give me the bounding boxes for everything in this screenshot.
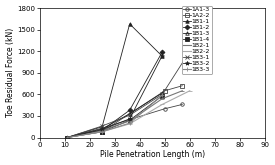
Line: 1B2-2: 1B2-2 — [65, 89, 192, 140]
1B2-1 — [65, 136, 69, 138]
Line: 1B1-1: 1B1-1 — [65, 22, 164, 139]
1B3-3 — [100, 131, 104, 133]
Line: 1B1-3: 1B1-3 — [65, 91, 164, 139]
1A2-2 — [100, 131, 104, 133]
1B3-3 — [128, 122, 131, 124]
1B3-1 — [128, 114, 131, 116]
1B1-4 — [65, 136, 69, 138]
1B1-1 — [128, 23, 131, 25]
Line: 1B2-1: 1B2-1 — [65, 89, 184, 140]
Line: 1A2-2: 1A2-2 — [65, 84, 184, 139]
1B1-2 — [100, 129, 104, 131]
1B2-2 — [100, 131, 104, 133]
1B3-1 — [188, 50, 191, 52]
1A2-2 — [181, 85, 184, 87]
1B2-1 — [128, 120, 131, 122]
1B3-3 — [65, 136, 69, 138]
1B1-1 — [65, 136, 69, 138]
1B1-3 — [128, 113, 131, 115]
1B3-2 — [65, 136, 69, 138]
1B1-3 — [65, 136, 69, 138]
1B3-1 — [161, 93, 164, 95]
1A2-2 — [65, 136, 69, 138]
1B1-4 — [100, 131, 104, 133]
1B3-2 — [128, 118, 131, 120]
1B1-3 — [100, 128, 104, 130]
1B1-2 — [161, 51, 164, 53]
Line: 1A1-3: 1A1-3 — [65, 103, 184, 139]
1B1-2 — [65, 136, 69, 138]
1A1-3 — [65, 136, 69, 138]
1B2-2 — [65, 136, 69, 138]
1B1-1 — [161, 55, 164, 57]
Y-axis label: Toe Residual Force (kN): Toe Residual Force (kN) — [6, 28, 15, 117]
1B2-1 — [100, 129, 104, 131]
1B3-2 — [161, 55, 164, 57]
1A1-3 — [100, 127, 104, 129]
1B3-2 — [100, 129, 104, 131]
1B2-2 — [128, 123, 131, 125]
1B3-3 — [161, 94, 164, 96]
Legend: 1A1-3, 1A2-2, 1B1-1, 1B1-2, 1B1-3, 1B1-4, 1B2-1, 1B2-2, 1B3-1, 1B3-2, 1B3-3: 1A1-3, 1A2-2, 1B1-1, 1B1-2, 1B1-3, 1B1-4… — [182, 5, 212, 74]
1B2-1 — [181, 90, 184, 92]
1B3-1 — [65, 136, 69, 138]
1A1-3 — [163, 108, 166, 110]
1B2-1 — [161, 98, 164, 100]
1B1-1 — [100, 126, 104, 128]
1A2-2 — [163, 90, 166, 92]
Line: 1B3-3: 1B3-3 — [65, 93, 164, 140]
1A1-3 — [181, 103, 184, 105]
1B2-2 — [161, 103, 164, 105]
1B1-3 — [161, 92, 164, 94]
Line: 1B3-2: 1B3-2 — [65, 53, 164, 140]
1B1-4 — [161, 95, 164, 97]
1B3-1 — [100, 125, 104, 127]
1B1-2 — [128, 109, 131, 111]
1B1-4 — [128, 119, 131, 121]
1B2-2 — [188, 90, 191, 92]
Line: 1B3-1: 1B3-1 — [65, 49, 192, 140]
X-axis label: Pile Penetration Length (m): Pile Penetration Length (m) — [100, 150, 205, 159]
Line: 1B1-2: 1B1-2 — [65, 50, 164, 139]
Line: 1B1-4: 1B1-4 — [65, 94, 164, 139]
